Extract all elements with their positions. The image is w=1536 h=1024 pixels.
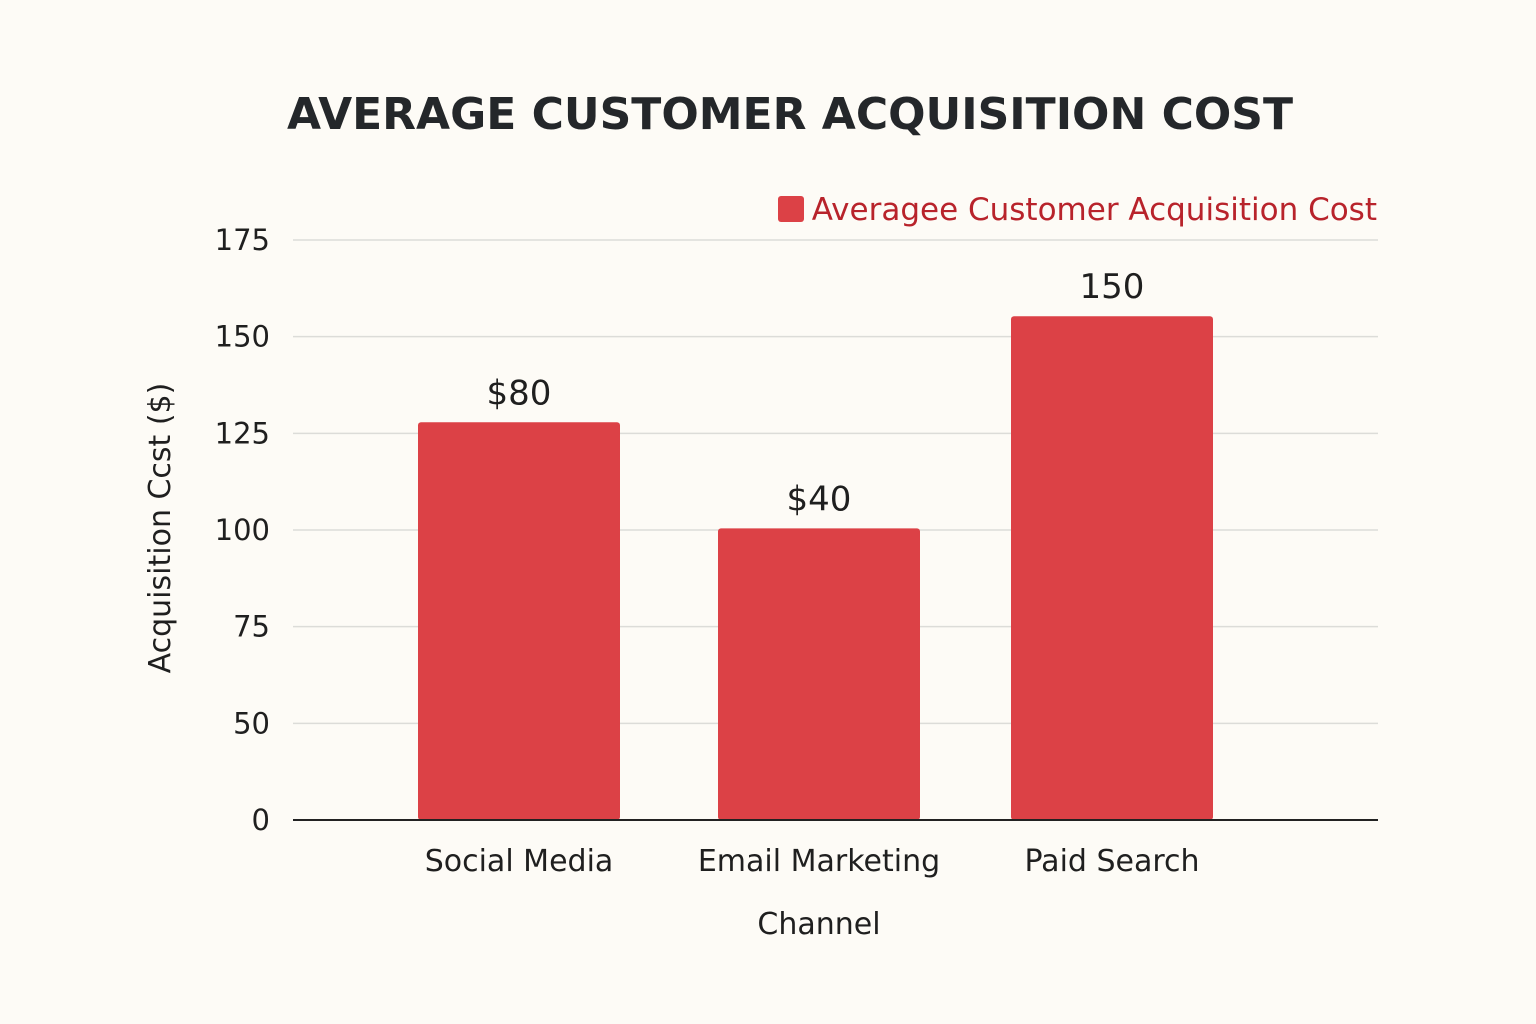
x-axis-categories: Social Media Email Marketing Paid Search (425, 844, 1200, 879)
y-axis-label: Acquisition Ccst ($) (143, 383, 178, 674)
y-tick-label: 50 (233, 706, 270, 740)
data-label: $80 (487, 373, 552, 413)
y-tick-label: 175 (215, 223, 270, 257)
y-tick-label: 125 (215, 416, 270, 450)
bar (1011, 316, 1213, 820)
data-label: 150 (1080, 267, 1145, 307)
y-tick-label: 150 (215, 320, 270, 354)
y-tick-label: 100 (215, 513, 270, 547)
y-axis-ticks: 0 50 75 100 125 150 175 (215, 223, 270, 837)
legend-label: Averagee Customer Acquisition Cost (812, 192, 1377, 228)
bar (718, 528, 920, 820)
legend-swatch (778, 196, 804, 222)
y-tick-label: 75 (233, 610, 270, 644)
data-labels: $80 $40 150 (487, 267, 1145, 519)
data-label: $40 (787, 479, 852, 519)
bar (418, 422, 620, 820)
x-category-label: Social Media (425, 844, 614, 879)
chart-title: AVERAGE CUSTOMER ACQUISITION COST (287, 89, 1293, 140)
x-category-label: Email Marketing (698, 844, 940, 879)
legend: Averagee Customer Acquisition Cost (778, 192, 1377, 228)
x-axis-label: Channel (757, 907, 880, 942)
bars (418, 316, 1213, 820)
x-category-label: Paid Search (1024, 844, 1199, 879)
y-tick-label: 0 (252, 803, 270, 837)
